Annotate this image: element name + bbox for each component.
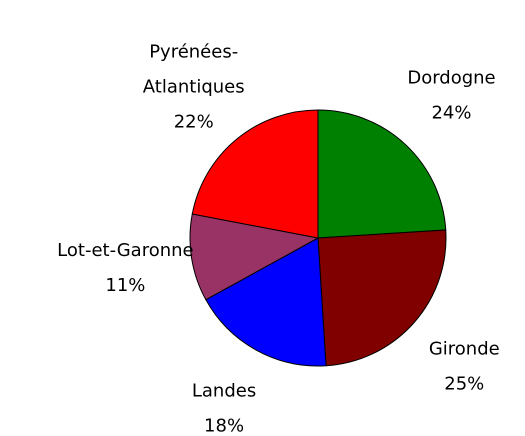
pie-slice	[205, 237, 327, 367]
pie-slice	[189, 213, 320, 301]
slice-value-label: 25%	[444, 373, 484, 394]
slice-value-label: 18%	[204, 415, 244, 436]
slice-value-label: 11%	[105, 275, 145, 296]
slice-label: Lot-et-Garonne	[57, 240, 193, 261]
slice-value-label: 22%	[174, 112, 214, 133]
slice-label: Pyrénées-Atlantiques	[143, 42, 245, 98]
slice-label: Landes	[192, 380, 256, 401]
slice-value-label: 24%	[431, 102, 471, 123]
slice-label: Dordogne	[407, 67, 495, 88]
pie-slice	[317, 109, 447, 239]
pie-slice	[191, 109, 319, 239]
pie-slice	[317, 229, 447, 367]
slice-label: Gironde	[429, 338, 500, 359]
